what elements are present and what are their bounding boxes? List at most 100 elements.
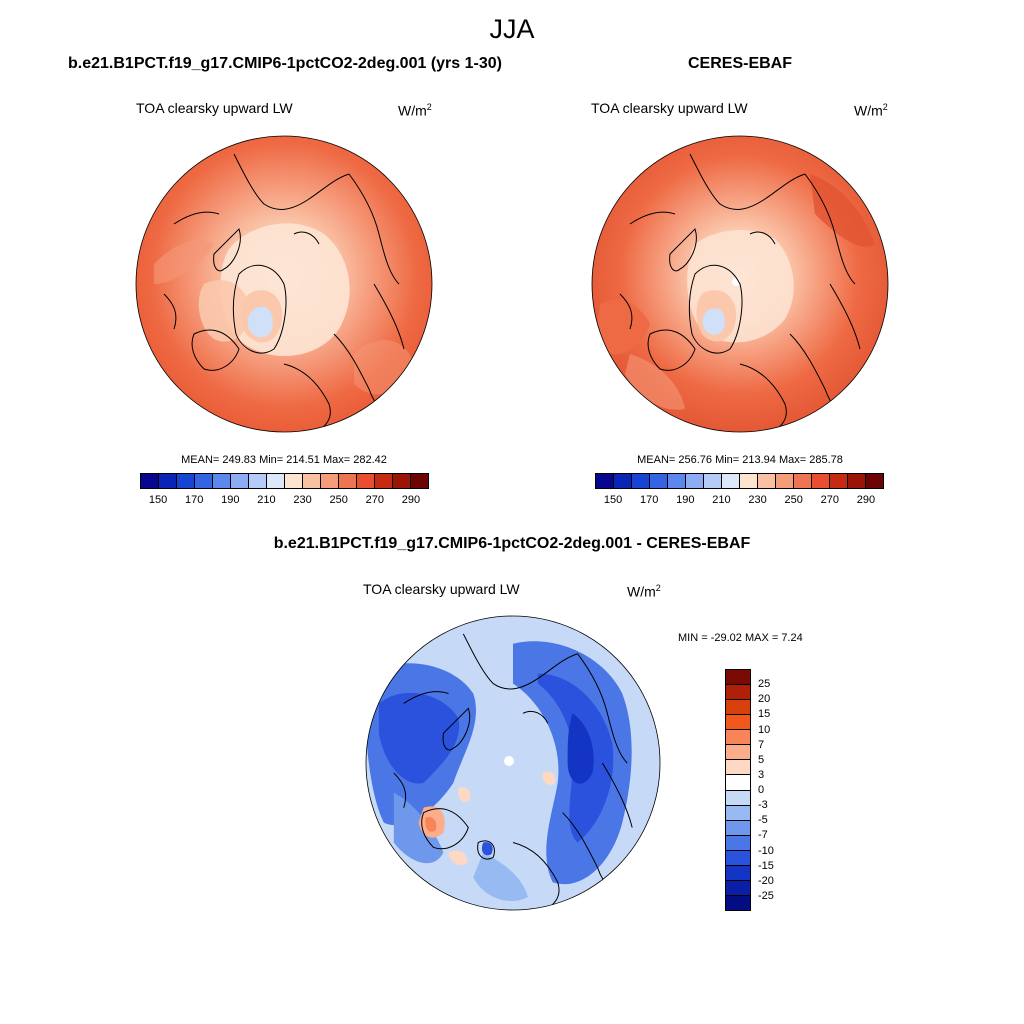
colorbar-box <box>726 895 750 910</box>
colorbar-tick-label: 190 <box>676 494 695 506</box>
colorbar-tick-label: 230 <box>748 494 767 506</box>
colorbar-box <box>141 474 159 488</box>
colorbar-box <box>812 474 830 488</box>
colorbar-box <box>704 474 722 488</box>
colorbar-box <box>726 820 750 836</box>
panel2-variable: TOA clearsky upward LW <box>591 100 748 116</box>
colorbar-box <box>614 474 632 488</box>
colorbar-tick-label: 20 <box>758 693 771 706</box>
colorbar-box <box>632 474 650 488</box>
colorbar-tick-label: 5 <box>758 753 765 766</box>
panel2-units: W/m2 <box>854 102 888 119</box>
colorbar-box <box>848 474 866 488</box>
colorbar-box <box>722 474 740 488</box>
panel1-title: b.e21.B1PCT.f19_g17.CMIP6-1pctCO2-2deg.0… <box>68 55 502 72</box>
colorbar-box <box>303 474 321 488</box>
colorbar-box <box>726 790 750 806</box>
colorbar-tick-label: 15 <box>758 708 771 721</box>
panel1-stats: MEAN= 249.83 Min= 214.51 Max= 282.42 <box>181 454 387 466</box>
colorbar-box <box>249 474 267 488</box>
colorbar-box <box>177 474 195 488</box>
colorbar-box <box>776 474 794 488</box>
colorbar-box <box>758 474 776 488</box>
colorbar-box <box>726 880 750 896</box>
colorbar-tick-label: 270 <box>820 494 839 506</box>
colorbar-box <box>159 474 177 488</box>
colorbar-box <box>726 775 750 791</box>
colorbar-box <box>231 474 249 488</box>
colorbar-box <box>726 730 750 746</box>
colorbar-box <box>686 474 704 488</box>
colorbar-tick-label: 0 <box>758 784 765 796</box>
panel3-colorbar <box>725 669 751 911</box>
colorbar-box <box>285 474 303 488</box>
panel1-colorbar <box>140 473 429 489</box>
colorbar-box <box>195 474 213 488</box>
panel2-title: CERES-EBAF <box>687 55 792 72</box>
colorbar-tick-label: 10 <box>758 723 771 736</box>
panel2-stats: MEAN= 256.76 Min= 213.94 Max= 285.78 <box>637 454 843 466</box>
colorbar-tick-label: -3 <box>758 799 768 812</box>
colorbar-tick-label: -20 <box>758 874 774 887</box>
colorbar-box <box>411 474 428 488</box>
colorbar-box <box>726 685 750 701</box>
colorbar-box <box>726 715 750 731</box>
colorbar-box <box>726 805 750 821</box>
colorbar-box <box>726 850 750 866</box>
colorbar-tick-label: 3 <box>758 768 765 781</box>
colorbar-tick-label: 250 <box>784 494 803 506</box>
colorbar-tick-label: 210 <box>712 494 731 506</box>
colorbar-tick-label: 230 <box>293 494 312 506</box>
panel3-stats: MIN = -29.02 MAX = 7.24 <box>678 632 803 644</box>
panel2-colorbar <box>595 473 884 489</box>
panel2-polar-map <box>591 135 889 433</box>
colorbar-tick-label: 150 <box>603 494 623 506</box>
colorbar-box <box>393 474 411 488</box>
colorbar-box <box>726 670 750 686</box>
colorbar-tick-label: 270 <box>365 494 384 506</box>
colorbar-box <box>726 865 750 881</box>
panel3-units: W/m2 <box>627 583 661 600</box>
colorbar-box <box>830 474 848 488</box>
colorbar-box <box>650 474 668 488</box>
colorbar-box <box>866 474 883 488</box>
panel3-colorbar-ticks: 25 20 15 10 7 5 3 0 -3 -5 -7 -10 -15 -20 -25 <box>758 669 798 911</box>
colorbar-box <box>375 474 393 488</box>
colorbar-tick-label: 250 <box>329 494 348 506</box>
colorbar-tick-label: -15 <box>758 859 774 872</box>
colorbar-tick-label: 150 <box>148 494 168 506</box>
colorbar-tick-label: 170 <box>640 494 659 506</box>
panel2-colorbar-ticks: 150 170 190 210 230 250 270 290 <box>595 494 884 508</box>
colorbar-tick-label: -7 <box>758 829 768 842</box>
colorbar-box <box>267 474 285 488</box>
colorbar-box <box>726 835 750 851</box>
colorbar-tick-label: 170 <box>185 494 204 506</box>
colorbar-tick-label: -10 <box>758 844 774 857</box>
colorbar-tick-label: 190 <box>221 494 240 506</box>
colorbar-box <box>668 474 686 488</box>
colorbar-tick-label: 25 <box>758 678 771 691</box>
colorbar-box <box>726 745 750 761</box>
colorbar-box <box>339 474 357 488</box>
panel3-polar-map <box>365 615 661 911</box>
colorbar-box <box>596 474 614 488</box>
colorbar-tick-label: -5 <box>758 814 768 827</box>
colorbar-box <box>726 700 750 716</box>
figure-title: JJA <box>489 14 535 44</box>
colorbar-box <box>794 474 812 488</box>
colorbar-tick-label: 210 <box>257 494 276 506</box>
panel3-variable: TOA clearsky upward LW <box>363 581 520 597</box>
panel1-polar-map <box>135 135 433 433</box>
colorbar-box <box>321 474 339 488</box>
colorbar-box <box>213 474 231 488</box>
colorbar-tick-label: -25 <box>758 889 774 902</box>
colorbar-tick-label: 7 <box>758 738 765 751</box>
panel1-colorbar-ticks: 150 170 190 210 230 250 270 290 <box>140 494 429 508</box>
colorbar-box <box>357 474 375 488</box>
colorbar-box <box>740 474 758 488</box>
panel1-variable: TOA clearsky upward LW <box>136 100 293 116</box>
colorbar-box <box>726 760 750 776</box>
colorbar-tick-label: 290 <box>856 494 876 506</box>
colorbar-tick-label: 290 <box>401 494 421 506</box>
panel1-units: W/m2 <box>398 102 432 119</box>
